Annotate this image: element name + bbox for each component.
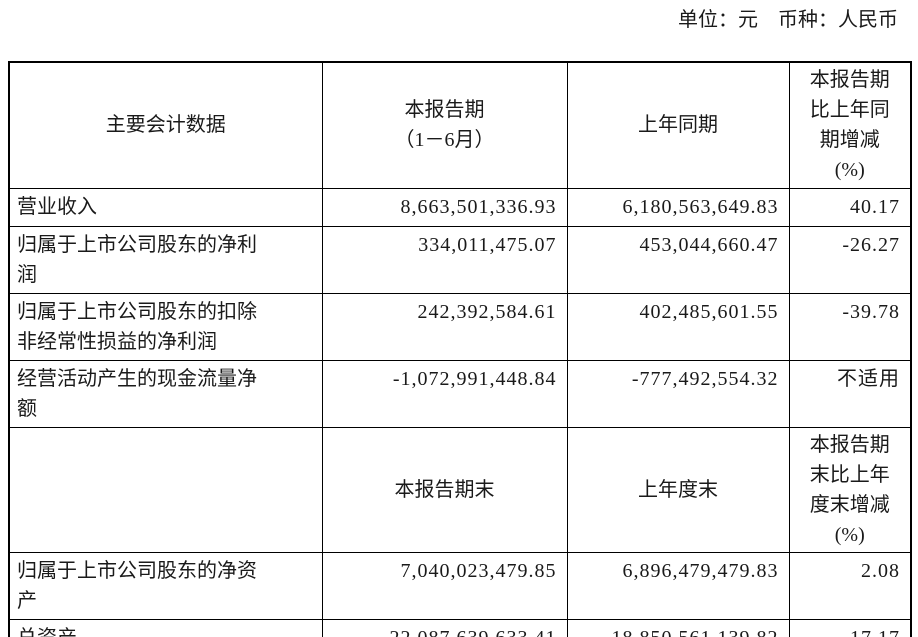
header-end-of-prior-year: 上年度末 xyxy=(566,426,790,553)
value-current-period: 7,040,023,479.85 xyxy=(321,551,568,620)
value-change-pct: 17.17 xyxy=(788,618,912,637)
header-main-accounting-data: 主要会计数据 xyxy=(8,61,323,189)
unit-currency-note: 单位：元 币种：人民币 xyxy=(678,9,898,31)
header-endpoint-change-pct: 本报告期 末比上年 度末增减 (%) xyxy=(788,426,912,553)
table-row-operating-cash-flow: 经营活动产生的现金流量净 额 -1,072,991,448.84 -777,49… xyxy=(8,359,912,428)
value-current-period: 22,087,639,633.41 xyxy=(321,618,568,637)
row-label: 经营活动产生的现金流量净 额 xyxy=(8,359,323,428)
row-label: 总资产 xyxy=(8,618,323,637)
table-row-net-assets: 归属于上市公司股东的净资 产 7,040,023,479.85 6,896,47… xyxy=(8,551,912,620)
row-label: 归属于上市公司股东的扣除 非经常性损益的净利润 xyxy=(8,292,323,361)
row-label: 归属于上市公司股东的净利 润 xyxy=(8,225,323,294)
value-change-pct: -39.78 xyxy=(788,292,912,361)
value-prior-period: 453,044,660.47 xyxy=(566,225,790,294)
table-header-row-period: 主要会计数据 本报告期 （1－6月） 上年同期 本报告期 比上年同 期增减 (%… xyxy=(8,61,912,189)
header-end-of-period: 本报告期末 xyxy=(321,426,568,553)
key-accounting-data-table: 主要会计数据 本报告期 （1－6月） 上年同期 本报告期 比上年同 期增减 (%… xyxy=(8,61,912,637)
table-row-operating-revenue: 营业收入 8,663,501,336.93 6,180,563,649.83 4… xyxy=(8,187,912,227)
value-change-pct: 2.08 xyxy=(788,551,912,620)
value-change-pct: 40.17 xyxy=(788,187,912,227)
header-blank-cell xyxy=(8,426,323,553)
table-header-row-endpoint: 本报告期末 上年度末 本报告期 末比上年 度末增减 (%) xyxy=(8,426,912,553)
header-period-change-pct: 本报告期 比上年同 期增减 (%) xyxy=(788,61,912,189)
value-prior-period: 402,485,601.55 xyxy=(566,292,790,361)
value-current-period: 8,663,501,336.93 xyxy=(321,187,568,227)
row-label: 营业收入 xyxy=(8,187,323,227)
row-label: 归属于上市公司股东的净资 产 xyxy=(8,551,323,620)
header-prior-period: 上年同期 xyxy=(566,61,790,189)
value-change-pct: 不适用 xyxy=(788,359,912,428)
value-current-period: 334,011,475.07 xyxy=(321,225,568,294)
header-current-period: 本报告期 （1－6月） xyxy=(321,61,568,189)
table-row-net-profit-excl-nonrecurring: 归属于上市公司股东的扣除 非经常性损益的净利润 242,392,584.61 4… xyxy=(8,292,912,361)
value-current-period: -1,072,991,448.84 xyxy=(321,359,568,428)
value-prior-period: 6,180,563,649.83 xyxy=(566,187,790,227)
table-row-total-assets: 总资产 22,087,639,633.41 18,850,561,139.82 … xyxy=(8,618,912,637)
table-row-net-profit: 归属于上市公司股东的净利 润 334,011,475.07 453,044,66… xyxy=(8,225,912,294)
value-current-period: 242,392,584.61 xyxy=(321,292,568,361)
value-prior-period: -777,492,554.32 xyxy=(566,359,790,428)
value-prior-period: 6,896,479,479.83 xyxy=(566,551,790,620)
value-prior-period: 18,850,561,139.82 xyxy=(566,618,790,637)
value-change-pct: -26.27 xyxy=(788,225,912,294)
